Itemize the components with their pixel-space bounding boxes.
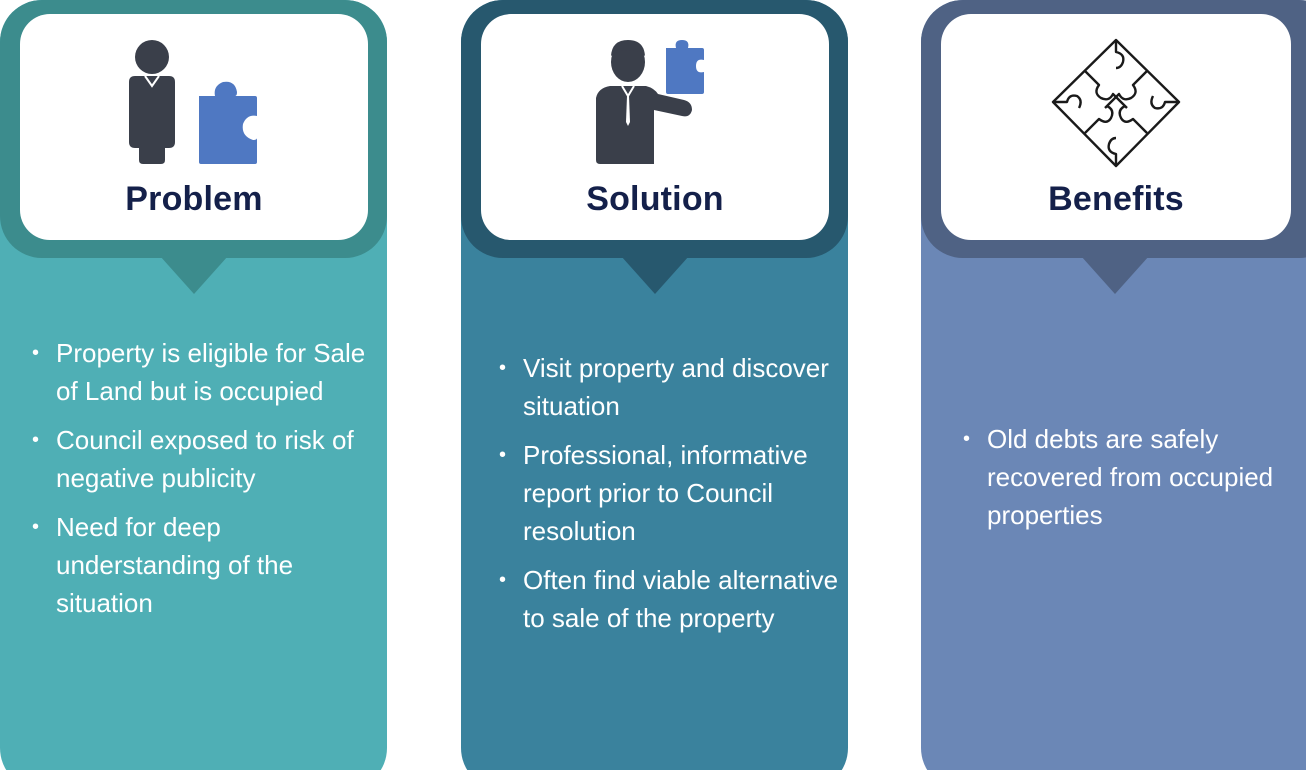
interlocking-puzzle-pieces-icon xyxy=(1051,38,1181,168)
list-item: Old debts are safely recovered from occu… xyxy=(963,420,1303,534)
solution-column: Solution Visit property and discover sit… xyxy=(461,0,848,770)
problem-column: Problem Property is eligible for Sale of… xyxy=(0,0,387,770)
list-item: Professional, informative report prior t… xyxy=(499,436,848,550)
solution-pointer xyxy=(621,256,689,294)
problem-pointer xyxy=(160,256,228,294)
list-item: Often find viable alternative to sale of… xyxy=(499,561,848,637)
list-item: Council exposed to risk of negative publ… xyxy=(32,421,377,497)
benefits-card: Benefits xyxy=(941,14,1291,240)
person-with-puzzle-piece-icon xyxy=(129,40,257,164)
problem-title: Problem xyxy=(125,180,263,218)
benefits-bullet-list: Old debts are safely recovered from occu… xyxy=(963,420,1303,545)
list-item: Property is eligible for Sale of Land bu… xyxy=(32,334,377,410)
problem-bullet-list: Property is eligible for Sale of Land bu… xyxy=(32,334,377,633)
businessman-holding-puzzle-piece-icon xyxy=(596,40,704,164)
list-item: Need for deep understanding of the situa… xyxy=(32,508,377,622)
benefits-title: Benefits xyxy=(1048,180,1184,218)
solution-bullet-list: Visit property and discover situation Pr… xyxy=(499,349,848,648)
benefits-column: Benefits Old debts are safely recovered … xyxy=(921,0,1306,770)
list-item: Visit property and discover situation xyxy=(499,349,848,425)
problem-card: Problem xyxy=(20,14,368,240)
solution-card: Solution xyxy=(481,14,829,240)
solution-title: Solution xyxy=(586,180,724,218)
benefits-pointer xyxy=(1081,256,1149,294)
